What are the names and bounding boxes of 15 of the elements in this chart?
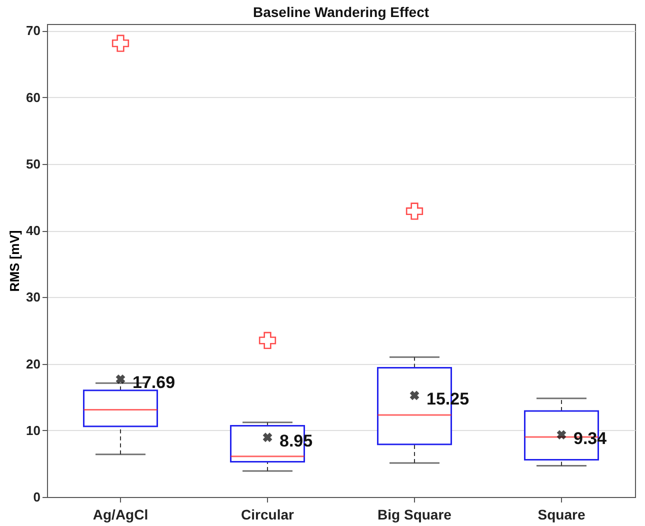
y-tick-label: 40 <box>26 223 40 238</box>
y-tick-label: 0 <box>33 490 40 504</box>
chart-title: Baseline Wandering Effect <box>252 4 430 20</box>
y-tick-label: 50 <box>26 156 40 172</box>
y-tick-label: 30 <box>26 290 40 305</box>
x-tick-label: Square <box>538 506 586 522</box>
y-tick-label: 20 <box>26 356 40 372</box>
x-tick-label: Ag/AgCl <box>92 506 148 522</box>
y-tick-label: 10 <box>26 422 40 438</box>
y-axis-title: RMS [mV] <box>7 230 22 292</box>
y-tick-label: 60 <box>26 90 40 105</box>
annotation: 17.69 <box>132 373 176 392</box>
y-tick-label: 70 <box>26 23 40 38</box>
x-tick-label: Circular <box>241 506 294 522</box>
x-tick-label: Big Square <box>378 506 452 522</box>
